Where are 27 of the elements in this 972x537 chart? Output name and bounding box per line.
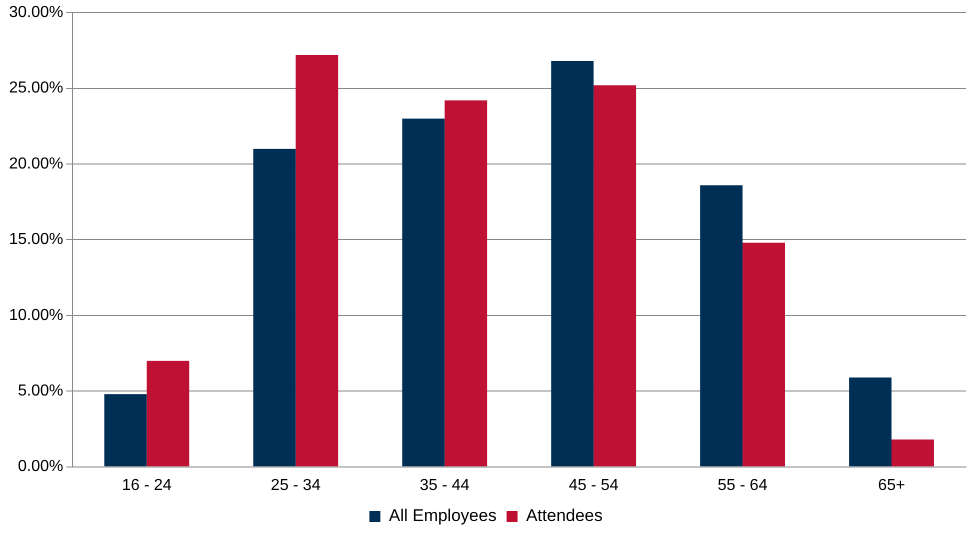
- y-tick-label: 10.00%: [9, 306, 64, 324]
- x-tick-label: 45 - 54: [568, 476, 619, 494]
- bar: [253, 148, 296, 466]
- x-tick-label: 16 - 24: [122, 476, 172, 494]
- bar: [296, 54, 338, 466]
- legend-label: Attendees: [526, 506, 603, 526]
- x-tick-label: 35 - 44: [420, 476, 470, 494]
- x-tick-label: 65+: [878, 476, 906, 494]
- legend-label: All Employees: [388, 506, 497, 526]
- bar: [849, 377, 892, 466]
- y-tick-label: 15.00%: [9, 231, 64, 248]
- bar: [444, 100, 488, 466]
- bar: [892, 440, 934, 466]
- x-tick-label: 25 - 34: [270, 476, 321, 494]
- bar: [594, 85, 636, 466]
- y-tick-label: 30.00%: [9, 4, 64, 22]
- bar: [742, 242, 786, 466]
- bar: [104, 394, 147, 466]
- y-tick-label: 5.00%: [18, 382, 64, 400]
- y-tick-label: 20.00%: [9, 155, 64, 172]
- bar: [700, 185, 743, 466]
- y-tick-label: 0.00%: [18, 458, 64, 476]
- bar: [146, 360, 190, 466]
- y-tick-label: 25.00%: [9, 80, 64, 97]
- bar: [402, 118, 445, 466]
- x-tick-label: 55 - 64: [718, 476, 768, 494]
- bar: [551, 61, 594, 466]
